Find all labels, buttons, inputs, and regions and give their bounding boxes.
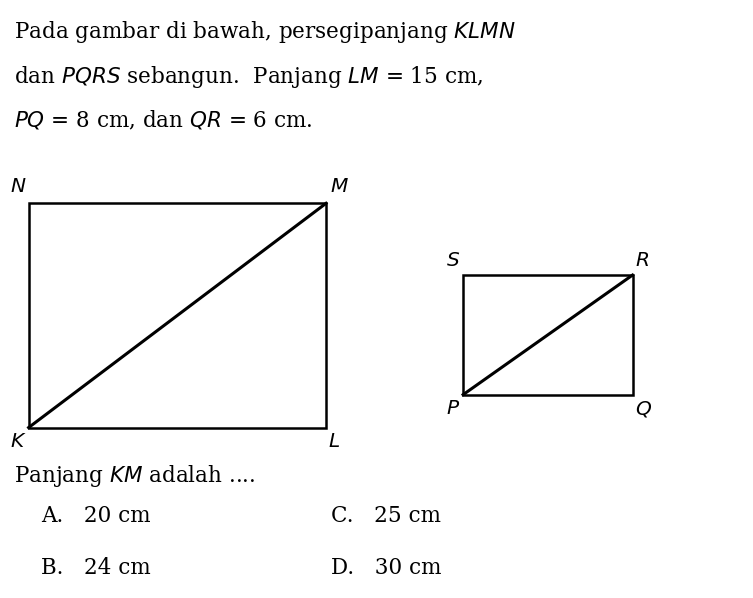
Bar [463,275,633,395]
Text: B.   24 cm: B. 24 cm [41,557,151,579]
Text: Panjang $KM$ adalah ....: Panjang $KM$ adalah .... [14,463,255,489]
Text: dan $PQRS$ sebangun.  Panjang $LM$ = 15 cm,: dan $PQRS$ sebangun. Panjang $LM$ = 15 c… [14,64,483,90]
Text: $\mathit{L}$: $\mathit{L}$ [328,432,340,451]
Text: $\mathit{S}$: $\mathit{S}$ [446,251,460,270]
Text: $\mathit{K}$: $\mathit{K}$ [10,432,26,451]
Text: $PQ$ = 8 cm, dan $QR$ = 6 cm.: $PQ$ = 8 cm, dan $QR$ = 6 cm. [14,109,312,132]
Bar [29,203,326,428]
Text: $\mathit{N}$: $\mathit{N}$ [10,177,26,196]
Text: $\mathit{Q}$: $\mathit{Q}$ [635,399,652,419]
Text: A.   20 cm: A. 20 cm [41,505,151,527]
Text: $\mathit{M}$: $\mathit{M}$ [330,177,349,196]
Text: D.   30 cm: D. 30 cm [331,557,442,579]
Text: $\mathit{P}$: $\mathit{P}$ [446,399,460,418]
Text: C.   25 cm: C. 25 cm [331,505,441,527]
Text: Pada gambar di bawah, persegipanjang $KLMN$: Pada gambar di bawah, persegipanjang $KL… [14,19,515,45]
Text: $\mathit{R}$: $\mathit{R}$ [635,251,649,270]
